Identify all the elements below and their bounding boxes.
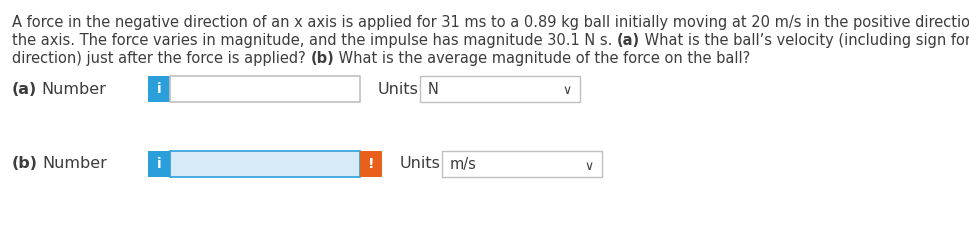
Text: ∨: ∨ [562, 84, 572, 98]
Text: !: ! [367, 157, 374, 171]
Bar [170, 76, 359, 102]
Text: m/s: m/s [450, 156, 477, 172]
Text: Number: Number [42, 156, 107, 172]
Text: N: N [427, 81, 438, 96]
Text: A force in the negative direction of an x axis is applied for 31 ms to a 0.89 kg: A force in the negative direction of an … [12, 15, 969, 30]
Text: the axis. The force varies in magnitude, and the impulse has magnitude 30.1 N s.: the axis. The force varies in magnitude,… [12, 33, 616, 48]
Text: (b): (b) [12, 156, 38, 172]
Text: ∨: ∨ [584, 160, 593, 173]
Text: i: i [157, 157, 161, 171]
Text: i: i [157, 82, 161, 96]
Text: (b): (b) [310, 51, 333, 66]
Bar [148, 76, 170, 102]
Bar [359, 151, 382, 177]
Text: direction) just after the force is applied?: direction) just after the force is appli… [12, 51, 310, 66]
Bar [442, 151, 602, 177]
Text: (a): (a) [12, 81, 37, 96]
Text: What is the average magnitude of the force on the ball?: What is the average magnitude of the for… [333, 51, 750, 66]
Text: Number: Number [42, 81, 106, 96]
Bar [148, 151, 170, 177]
Text: Units: Units [399, 156, 441, 172]
Bar [170, 151, 359, 177]
Text: (a): (a) [616, 33, 640, 48]
Bar [420, 76, 579, 102]
Text: Units: Units [378, 81, 419, 96]
Text: What is the ball’s velocity (including sign for: What is the ball’s velocity (including s… [640, 33, 969, 48]
